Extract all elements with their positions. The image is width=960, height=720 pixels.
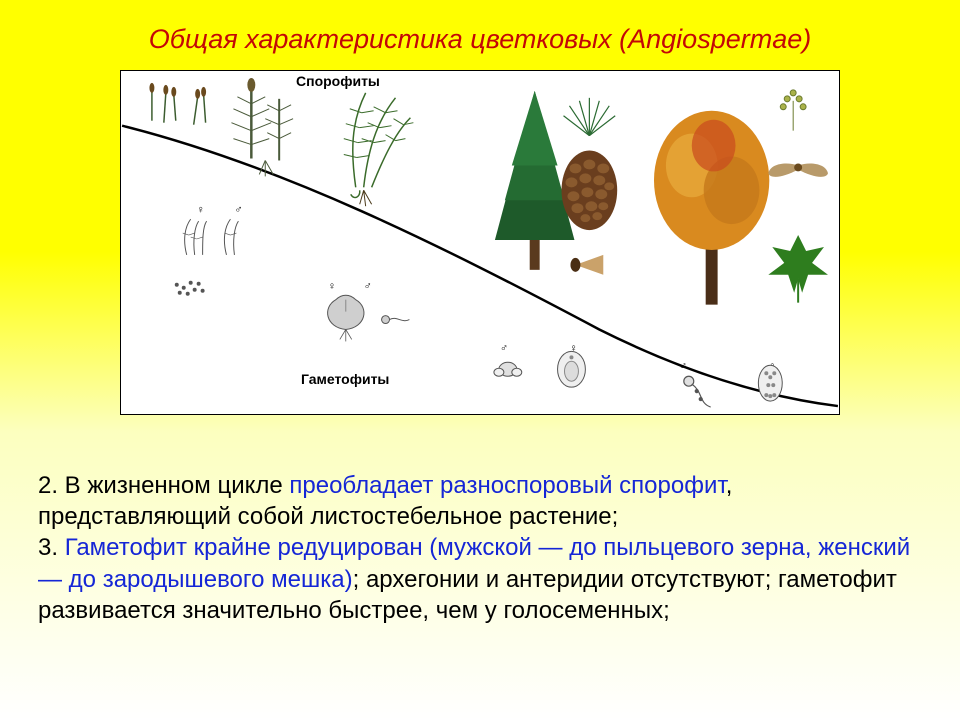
label-sporophytes: Спорофиты xyxy=(296,73,380,89)
svg-text:♂: ♂ xyxy=(234,204,242,216)
label-gametophytes: Гаметофиты xyxy=(301,371,389,387)
pine-sporophyte xyxy=(495,91,617,275)
svg-text:♀: ♀ xyxy=(197,204,205,216)
fern-sporophyte xyxy=(344,93,414,206)
diagram-svg: ♀ ♂ ♀ ♂ xyxy=(121,71,839,414)
svg-text:♀: ♀ xyxy=(328,281,336,293)
p2-highlight: преобладает разноспоровый спорофит xyxy=(289,472,725,499)
svg-text:♂: ♂ xyxy=(679,360,687,372)
svg-text:♂: ♂ xyxy=(364,281,372,293)
slide-title: Общая характеристика цветковых (Angiospe… xyxy=(0,24,960,55)
moss-sporophyte xyxy=(149,83,206,125)
maple-sporophyte xyxy=(654,90,828,305)
svg-text:♂: ♂ xyxy=(500,342,508,354)
p2-prefix: 2. В жизненном цикле xyxy=(38,472,289,499)
fern-gametophyte: ♀ ♂ xyxy=(328,281,410,342)
evolution-diagram: Спорофиты Гаметофиты xyxy=(120,70,840,415)
spores-icon xyxy=(175,281,205,296)
moss-gametophyte: ♀ ♂ xyxy=(183,204,243,255)
body-text: 2. В жизненном цикле преобладает разносп… xyxy=(38,470,922,626)
p3-prefix: 3. xyxy=(38,534,65,561)
pine-gametophyte: ♂ ♀ xyxy=(494,342,585,387)
